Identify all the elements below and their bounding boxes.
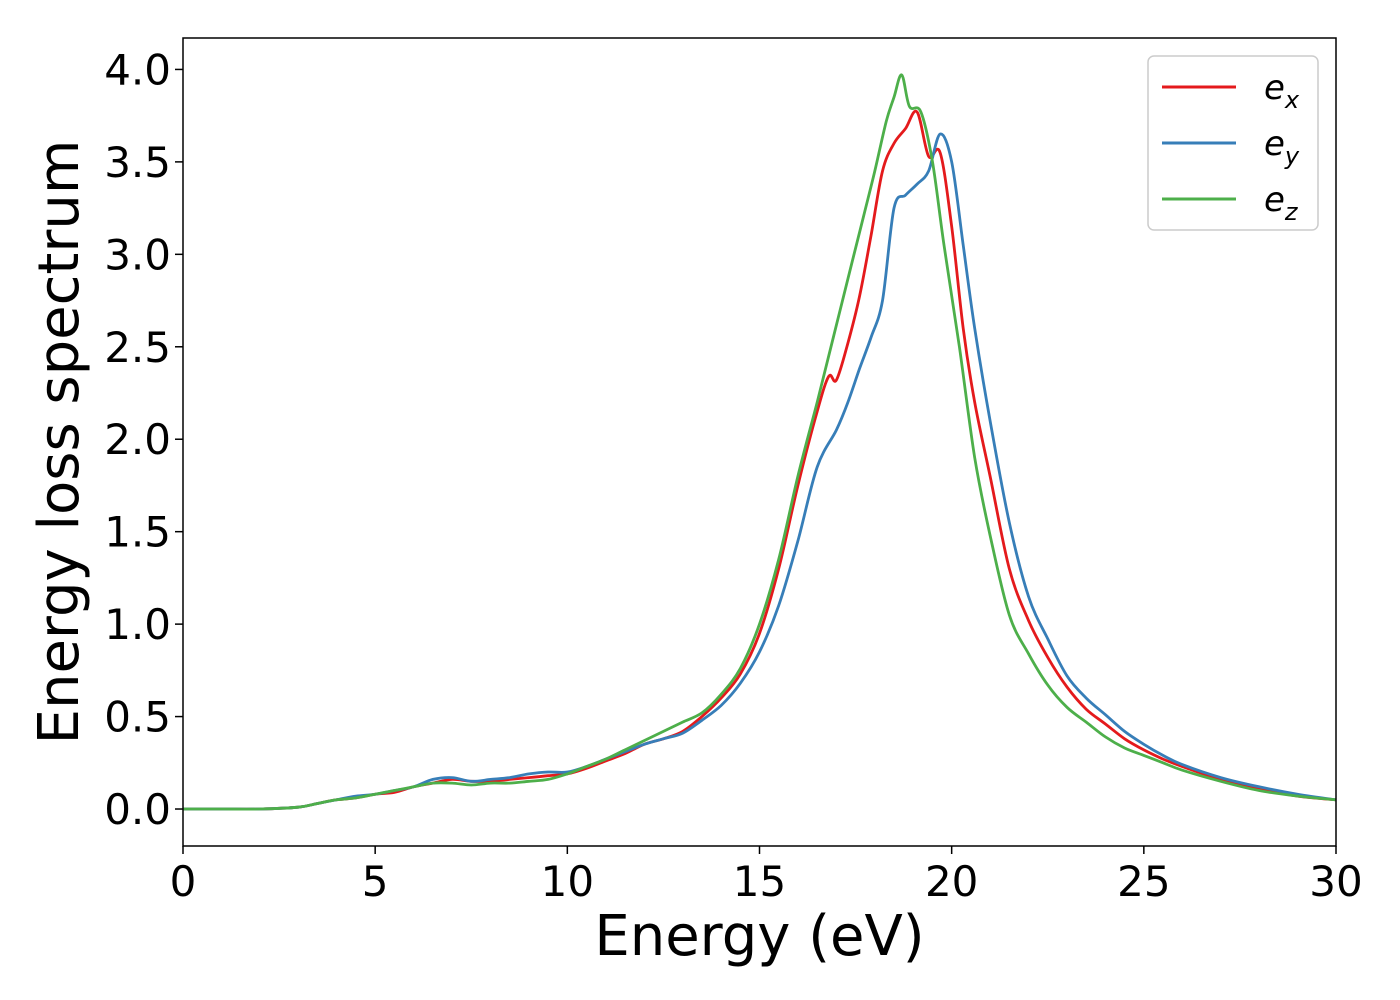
x-tick-label: 25 [1117, 857, 1170, 906]
y-tick-label: 1.0 [104, 600, 171, 649]
y-tick-label: 0.0 [104, 785, 171, 834]
y-tick-label: 2.0 [104, 415, 171, 464]
x-tick-label: 30 [1309, 857, 1362, 906]
y-ticks: 0.0 0.5 1.0 1.5 2.0 2.5 3.0 3.5 4.0 [104, 45, 183, 834]
x-tick-label: 10 [541, 857, 594, 906]
y-tick-label: 3.0 [104, 230, 171, 279]
y-tick-label: 3.5 [104, 138, 171, 187]
y-tick-label: 1.5 [104, 508, 171, 557]
y-axis-title: Energy loss spectrum [27, 140, 92, 745]
series-line-e-y [183, 132, 1336, 811]
x-axis-title: Energy (eV) [594, 904, 924, 969]
legend-label: ey [1264, 124, 1300, 170]
y-tick-label: 0.5 [104, 693, 171, 742]
series-lines [183, 73, 1336, 811]
legend: ex ey ez [1147, 55, 1319, 231]
x-tick-label: 20 [925, 857, 978, 906]
x-tick-label: 5 [362, 857, 389, 906]
legend-label: ez [1264, 180, 1299, 226]
x-tick-label: 15 [733, 857, 786, 906]
y-tick-label: 2.5 [104, 323, 171, 372]
x-tick-label: 0 [170, 857, 197, 906]
x-ticks: 0 5 10 15 20 25 30 [170, 846, 1363, 906]
series-line-e-z [183, 73, 1336, 811]
y-tick-label: 4.0 [104, 45, 171, 94]
legend-label: ex [1264, 68, 1300, 114]
